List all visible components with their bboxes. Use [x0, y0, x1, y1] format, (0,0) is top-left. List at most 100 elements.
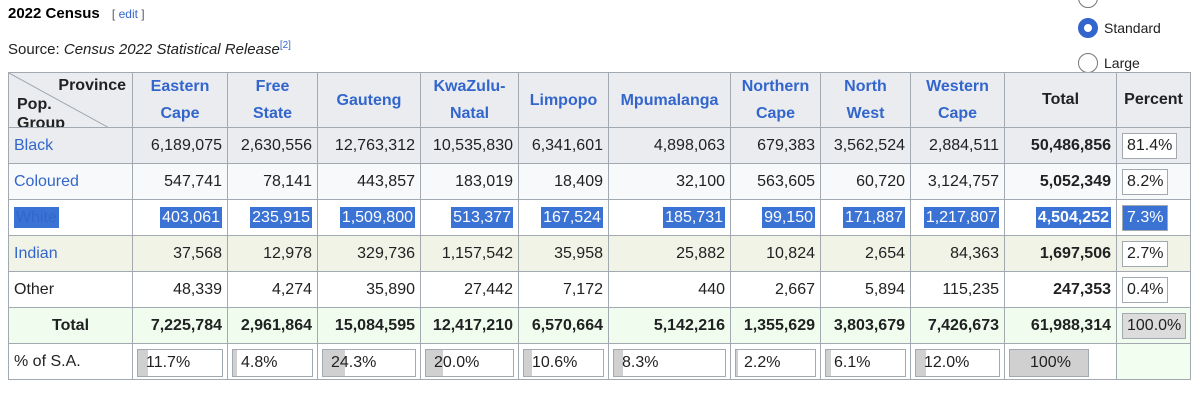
radio-standard[interactable]: Standard	[1078, 18, 1161, 38]
pop-group-link[interactable]: Black	[14, 136, 54, 154]
table-cell: 84,363	[910, 235, 1005, 272]
column-header[interactable]: Free State	[227, 72, 318, 128]
table-cell: 329,736	[317, 235, 421, 272]
pop-group-label: Pop. Group	[17, 96, 65, 128]
table-cell: 7,172	[518, 271, 609, 308]
row-total-cell: 1,697,506	[1004, 235, 1117, 272]
pop-group-link[interactable]: Coloured	[14, 172, 79, 190]
province-total-cell: 12,417,210	[420, 307, 519, 344]
share-bar-cell: 8.3%	[608, 343, 731, 380]
table-cell: 183,019	[420, 163, 519, 200]
share-bar-fill	[233, 349, 237, 376]
row-total-cell: 50,486,856	[1004, 127, 1117, 164]
source-line: Source: Census 2022 Statistical Release[…	[8, 40, 291, 58]
column-header[interactable]: Western Cape	[910, 72, 1005, 128]
row-total-cell: 5,052,349	[1004, 163, 1117, 200]
header-row: Province Pop. Group Eastern Cape Free State…	[8, 72, 1191, 128]
pop-group-cell[interactable]: White	[8, 199, 133, 236]
pop-group-link[interactable]: Indian	[14, 244, 58, 262]
table-cell: 5,894	[820, 271, 911, 308]
size-radio-group: Standard Large	[1078, 0, 1200, 80]
source-title: Census 2022 Statistical Release	[63, 41, 280, 58]
table-cell: 35,958	[518, 235, 609, 272]
share-empty-cell	[1116, 343, 1191, 380]
column-header[interactable]: KwaZulu- Natal	[420, 72, 519, 128]
share-value: 2.2%	[744, 353, 781, 371]
column-header[interactable]: Mpumalanga	[608, 72, 731, 128]
edit-link[interactable]: edit	[118, 7, 138, 21]
share-value: 8.3%	[622, 353, 659, 371]
column-header[interactable]: Northern Cape	[730, 72, 821, 128]
radio-large[interactable]: Large	[1078, 53, 1140, 73]
table-cell: 12,763,312	[317, 127, 421, 164]
share-value: 6.1%	[834, 353, 871, 371]
share-bar: 10.6%	[523, 348, 604, 377]
table-row: Coloured 547,741 78,141 443,857 183,019 18,40…	[8, 163, 1191, 200]
pop-group-link[interactable]: White	[16, 208, 57, 226]
share-value: 24.3%	[331, 353, 377, 371]
table-cell: 547,741	[132, 163, 228, 200]
table-cell: 12,978	[227, 235, 318, 272]
table-cell: 440	[608, 271, 731, 308]
column-header[interactable]: Eastern Cape	[132, 72, 228, 128]
totals-row: Total 7,225,784 2,961,864 15,084,595 12,417,…	[8, 307, 1191, 344]
row-total-cell: 247,353	[1004, 271, 1117, 308]
share-bar-cell: 6.1%	[820, 343, 911, 380]
percent-header: Percent	[1116, 72, 1191, 128]
table-cell: 1,157,542	[420, 235, 519, 272]
province-total-cell: 3,803,679	[820, 307, 911, 344]
section-title: 2022 Census	[8, 5, 100, 22]
share-bar-cell: 12.0%	[910, 343, 1005, 380]
radio-unchecked-icon[interactable]	[1078, 53, 1098, 73]
share-bar-fill	[614, 349, 624, 376]
radio-checked-icon[interactable]	[1078, 18, 1098, 38]
table-cell: 513,377	[420, 199, 519, 236]
pop-group-cell[interactable]: Black	[8, 127, 133, 164]
table-cell: 2,630,556	[227, 127, 318, 164]
grand-percent-cell: 100.0%	[1116, 307, 1191, 344]
edit-section: [ edit ]	[112, 7, 145, 21]
share-bar: 4.8%	[232, 348, 313, 377]
share-bar-fill	[826, 349, 831, 376]
table-cell: 27,442	[420, 271, 519, 308]
edit-close-bracket: ]	[141, 7, 145, 21]
row-percent-cell: 0.4%	[1116, 271, 1191, 308]
edit-open-bracket: [	[111, 7, 116, 21]
share-bar-cell: 10.6%	[518, 343, 609, 380]
table-cell: 99,150	[730, 199, 821, 236]
table-row: White 403,061 235,915 1,509,800 513,377 167,5…	[8, 199, 1191, 236]
pop-group-cell[interactable]: Indian	[8, 235, 133, 272]
column-header[interactable]: Limpopo	[518, 72, 609, 128]
share-label: % of S.A.	[8, 343, 133, 380]
table-cell: 6,341,601	[518, 127, 609, 164]
share-bar-cell: 20.0%	[420, 343, 519, 380]
table-cell: 6,189,075	[132, 127, 228, 164]
pop-group-cell: Other	[8, 271, 133, 308]
share-bar-cell: 24.3%	[317, 343, 421, 380]
table-cell: 167,524	[518, 199, 609, 236]
radio-large-label: Large	[1104, 55, 1140, 71]
table-cell: 32,100	[608, 163, 731, 200]
table-cell: 2,884,511	[910, 127, 1005, 164]
pop-group-cell[interactable]: Coloured	[8, 163, 133, 200]
partial-radio-icon[interactable]	[1078, 0, 1098, 8]
share-bar-fill	[323, 349, 346, 376]
share-bar-cell: 2.2%	[730, 343, 821, 380]
share-bar-fill	[138, 349, 148, 376]
reference-link[interactable]: [2]	[279, 40, 291, 51]
table-row: Black 6,189,075 2,630,556 12,763,312 10,535,…	[8, 127, 1191, 164]
table-cell: 2,667	[730, 271, 821, 308]
column-header[interactable]: North West	[820, 72, 911, 128]
table-cell: 4,898,063	[608, 127, 731, 164]
table-cell: 171,887	[820, 199, 911, 236]
table-cell: 1,509,800	[317, 199, 421, 236]
total-header: Total	[1004, 72, 1117, 128]
column-header[interactable]: Gauteng	[317, 72, 421, 128]
share-bar-cell: 4.8%	[227, 343, 318, 380]
table-cell: 18,409	[518, 163, 609, 200]
province-total-cell: 7,426,673	[910, 307, 1005, 344]
share-bar: 11.7%	[137, 348, 223, 377]
share-row: % of S.A. 11.7% 4.8% 24.3% 20.0% 10.6% 8.3% 2.2…	[8, 343, 1191, 380]
share-total-bar: 100%	[1009, 348, 1089, 377]
table-cell: 115,235	[910, 271, 1005, 308]
